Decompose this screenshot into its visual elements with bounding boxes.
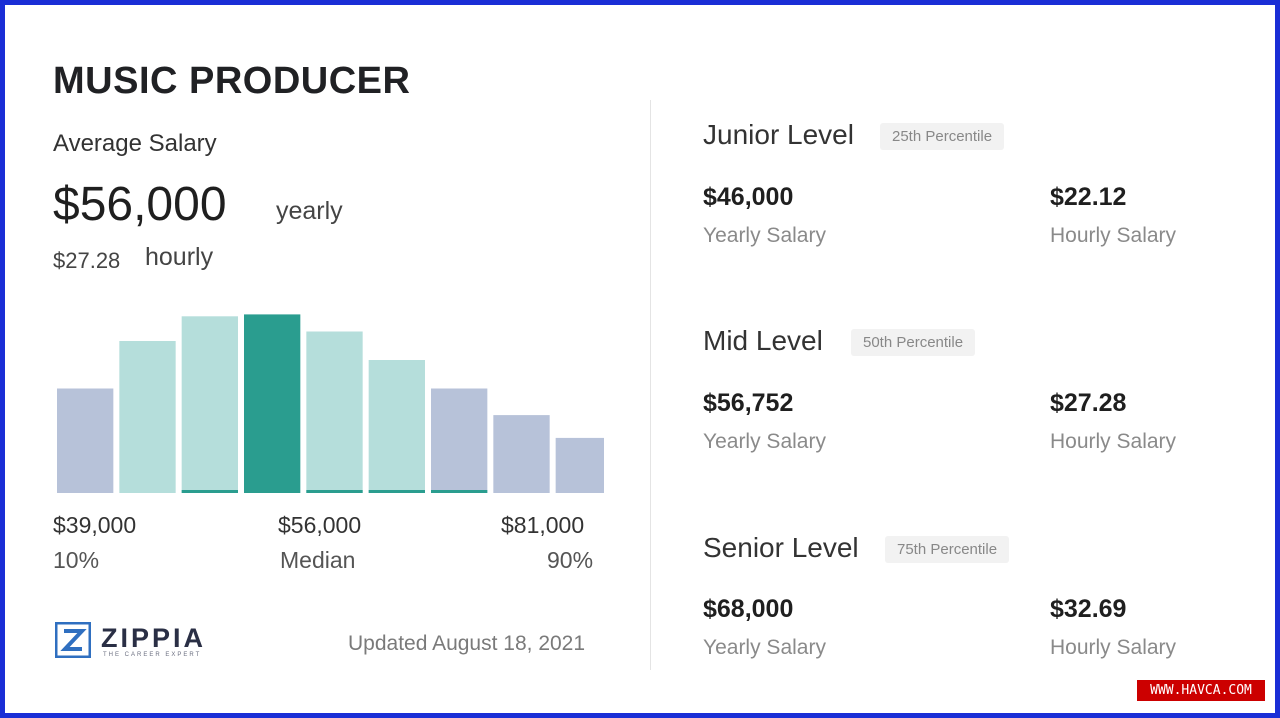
axis-low-percent: 10% xyxy=(53,547,100,573)
senior-hourly-salary: $32.69 xyxy=(1050,595,1127,623)
junior-yearly-label: Yearly Salary xyxy=(703,224,826,247)
junior-percentile-badge: 25th Percentile xyxy=(880,123,1005,150)
updated-date: Updated August 18, 2021 xyxy=(348,632,586,655)
junior-hourly-salary: $22.12 xyxy=(1050,183,1127,211)
histogram-baseline-3 xyxy=(181,490,238,493)
histogram-baseline-6 xyxy=(368,490,425,493)
senior-yearly-salary: $68,000 xyxy=(703,595,794,623)
histogram-bar-3 xyxy=(181,316,238,493)
senior-level-title: Senior Level xyxy=(703,532,859,563)
watermark-badge: WWW.HAVCA.COM xyxy=(1137,680,1265,701)
page-title: MUSIC PRODUCER xyxy=(53,60,411,102)
mid-level-title: Mid Level xyxy=(703,325,823,356)
histogram-baseline-7 xyxy=(431,490,488,493)
junior-yearly-salary: $46,000 xyxy=(703,183,794,211)
axis-high-percent: 90% xyxy=(547,547,594,573)
average-hourly-salary: $27.28 xyxy=(53,248,121,273)
salary-card: MUSIC PRODUCER Average Salary $56,000 ye… xyxy=(5,5,1275,713)
histogram-bar-6 xyxy=(368,360,425,493)
mid-hourly-label: Hourly Salary xyxy=(1050,430,1177,453)
yearly-unit-label: yearly xyxy=(276,197,343,225)
column-divider xyxy=(650,100,651,670)
senior-percentile-badge: 75th Percentile xyxy=(885,536,1010,563)
axis-median-value: $56,000 xyxy=(278,512,362,538)
senior-yearly-label: Yearly Salary xyxy=(703,636,826,659)
average-yearly-salary: $56,000 xyxy=(53,178,227,231)
average-salary-label: Average Salary xyxy=(53,130,217,157)
axis-low-value: $39,000 xyxy=(53,512,137,538)
junior-level-title: Junior Level xyxy=(703,119,854,150)
histogram-bar-7 xyxy=(431,388,488,493)
zippia-logo-icon[interactable] xyxy=(55,622,91,658)
senior-hourly-label: Hourly Salary xyxy=(1050,636,1177,659)
histogram-bar-2 xyxy=(119,341,176,493)
histogram-bar-9 xyxy=(555,437,604,493)
hourly-unit-label: hourly xyxy=(145,243,214,271)
histogram-bar-8 xyxy=(493,415,550,493)
histogram-baseline-5 xyxy=(306,490,363,493)
junior-hourly-label: Hourly Salary xyxy=(1050,224,1177,247)
salary-histogram xyxy=(57,314,604,493)
histogram-bar-5 xyxy=(306,331,363,493)
zippia-logo-tagline: THE CAREER EXPERT xyxy=(103,652,202,658)
histogram-bar-4 xyxy=(244,314,301,493)
mid-hourly-salary: $27.28 xyxy=(1050,389,1127,417)
axis-median-label: Median xyxy=(280,547,356,573)
histogram-bar-1 xyxy=(57,388,114,493)
mid-yearly-label: Yearly Salary xyxy=(703,430,826,453)
mid-yearly-salary: $56,752 xyxy=(703,389,794,417)
axis-high-value: $81,000 xyxy=(501,512,585,538)
zippia-logo-text[interactable]: ZIPPIA xyxy=(101,623,207,653)
mid-percentile-badge: 50th Percentile xyxy=(851,329,976,356)
